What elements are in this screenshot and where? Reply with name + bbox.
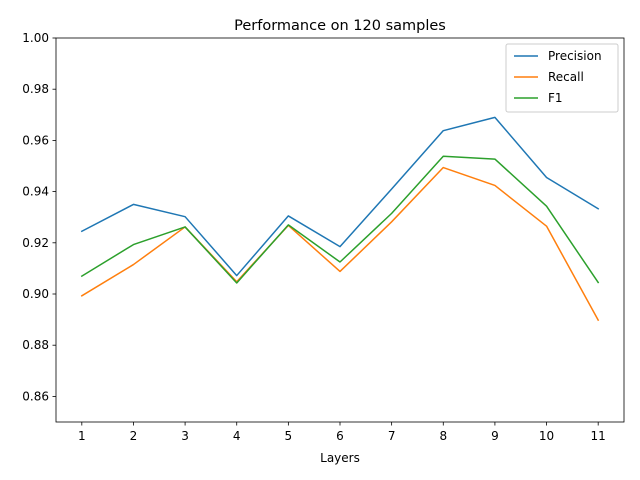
legend-label-f1: F1 [548, 91, 563, 105]
y-tick-label: 0.88 [22, 338, 49, 352]
series-line-precision [80, 116, 600, 277]
x-tick-label: 11 [591, 429, 606, 443]
y-tick-label: 0.94 [22, 185, 49, 199]
y-tick-label: 0.96 [22, 133, 49, 147]
y-tick-label: 0.90 [22, 287, 49, 301]
series-line-recall [80, 166, 600, 322]
x-tick-label: 7 [388, 429, 396, 443]
x-tick-label: 8 [439, 429, 447, 443]
y-tick-label: 1.00 [22, 31, 49, 45]
axes: 1 2 3 4 5 6 7 8 9 10 11 0.86 0.88 0.90 0.92 0.94 0.96 0.9… [22, 31, 625, 443]
x-tick-label: 6 [336, 429, 344, 443]
x-tick-label: 9 [491, 429, 499, 443]
series-line-f1 [80, 155, 600, 284]
x-tick-label: 3 [181, 429, 189, 443]
legend: Precision Recall F1 [505, 43, 619, 113]
x-axis-title: Layers [320, 451, 360, 465]
plot-area [80, 116, 600, 322]
legend-label-recall: Recall [548, 70, 584, 84]
legend-box [505, 43, 619, 113]
x-tick-label: 4 [233, 429, 241, 443]
y-tick-label: 0.92 [22, 236, 49, 250]
x-tick-label: 2 [130, 429, 138, 443]
y-tick-label: 0.86 [22, 389, 49, 403]
x-tick-label: 10 [539, 429, 554, 443]
x-tick-label: 1 [78, 429, 86, 443]
x-tick-label: 5 [285, 429, 293, 443]
legend-label-precision: Precision [548, 49, 602, 63]
chart-title: Performance on 120 samples [234, 18, 446, 34]
y-tick-label: 0.98 [22, 82, 49, 96]
